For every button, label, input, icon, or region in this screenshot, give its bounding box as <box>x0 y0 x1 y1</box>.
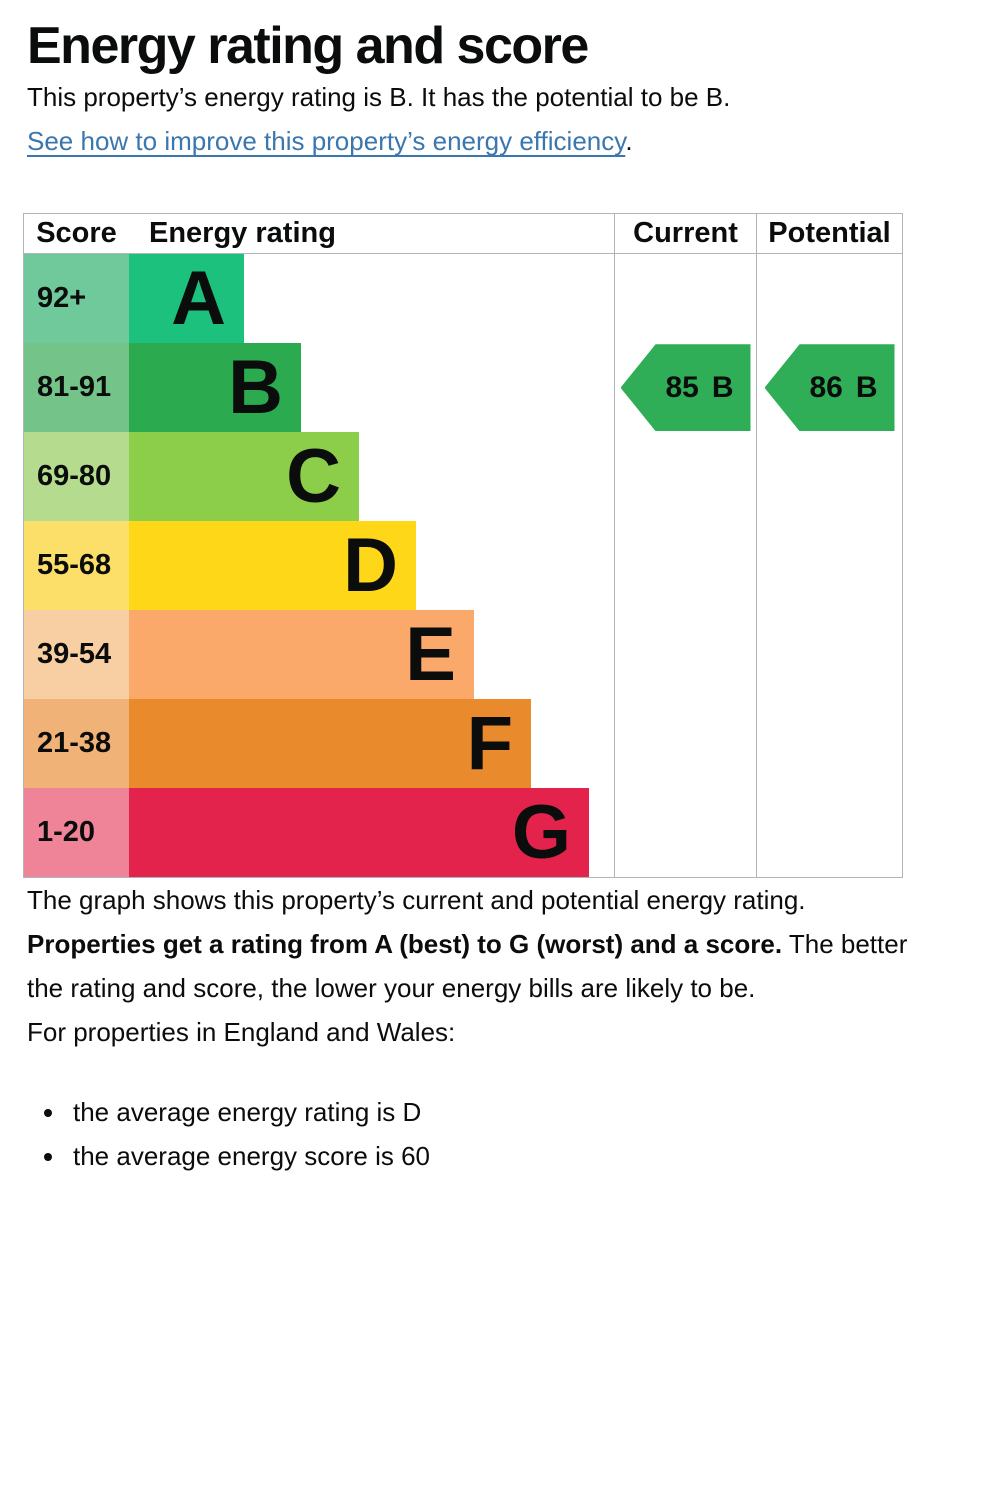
potential-cell-F <box>756 699 902 789</box>
energy-rating-chart: Score Energy rating Current Potential 92… <box>23 213 903 879</box>
potential-score-value: 86 <box>809 370 843 404</box>
page-title: Energy rating and score <box>27 17 589 75</box>
current-cell-F <box>614 699 756 789</box>
rating-cell-D: D <box>129 521 614 611</box>
potential-cell-C <box>756 432 902 522</box>
rating-explanation-rest-2: the rating and score, the lower your ene… <box>27 973 756 1004</box>
band-bar-A: A <box>129 254 244 344</box>
band-bar-F: F <box>129 699 531 789</box>
score-range-C: 69-80 <box>24 432 129 522</box>
score-range-A: 92+ <box>24 254 129 344</box>
potential-cell-A <box>756 254 902 344</box>
band-row-D: 55-68 D <box>24 521 902 611</box>
band-row-C: 69-80 C <box>24 432 902 522</box>
band-row-B: 81-91 B 85 B 86 B <box>24 343 902 433</box>
header-energy-rating: Energy rating <box>149 217 336 250</box>
averages-list: the average energy rating is D the avera… <box>27 1090 973 1178</box>
chart-header-row: Score Energy rating Current Potential <box>24 214 902 255</box>
band-bar-E: E <box>129 610 474 700</box>
band-row-G: 1-20 G <box>24 788 902 878</box>
score-range-D: 55-68 <box>24 521 129 611</box>
intro-text: This property’s energy rating is B. It h… <box>27 82 731 113</box>
rating-cell-G: G <box>129 788 614 878</box>
current-cell-C <box>614 432 756 522</box>
potential-cell-E <box>756 610 902 700</box>
current-cell-D <box>614 521 756 611</box>
band-row-E: 39-54 E <box>24 610 902 700</box>
region-heading: For properties in England and Wales: <box>27 1017 456 1048</box>
potential-cell-B: 86 B <box>756 343 902 433</box>
potential-cell-D <box>756 521 902 611</box>
band-bar-D: D <box>129 521 416 611</box>
chart-body: 92+ A 81-91 B 85 B 86 B 69-80 C 55-68 D 39-54 E 21-38 F… <box>24 254 902 878</box>
link-suffix: . <box>625 126 633 157</box>
potential-rating-letter: B <box>855 370 878 404</box>
graph-caption: The graph shows this property’s current … <box>27 885 806 916</box>
list-item-average-rating: the average energy rating is D <box>67 1090 973 1134</box>
score-range-G: 1-20 <box>24 788 129 878</box>
header-potential: Potential <box>756 214 902 254</box>
rating-cell-F: F <box>129 699 614 789</box>
potential-rating-arrow: 86 B <box>764 344 895 432</box>
score-range-F: 21-38 <box>24 699 129 789</box>
band-bar-C: C <box>129 432 359 522</box>
current-cell-A <box>614 254 756 344</box>
rating-explanation-rest-1: The better <box>788 929 908 960</box>
current-rating-letter: B <box>711 370 734 404</box>
current-cell-B: 85 B <box>614 343 756 433</box>
current-cell-G <box>614 788 756 878</box>
current-cell-E <box>614 610 756 700</box>
band-row-F: 21-38 F <box>24 699 902 789</box>
potential-cell-G <box>756 788 902 878</box>
rating-cell-B: B <box>129 343 614 433</box>
rating-explanation: Properties get a rating from A (best) to… <box>27 922 973 1010</box>
rating-cell-C: C <box>129 432 614 522</box>
header-current: Current <box>614 214 756 254</box>
rating-explanation-bold: Properties get a rating from A (best) to… <box>27 929 783 960</box>
band-bar-B: B <box>129 343 301 433</box>
score-range-B: 81-91 <box>24 343 129 433</box>
rating-cell-E: E <box>129 610 614 700</box>
improve-efficiency-link[interactable]: See how to improve this property’s energ… <box>27 126 626 157</box>
improve-link-row: See how to improve this property’s energ… <box>27 119 973 163</box>
header-score: Score <box>36 217 117 250</box>
current-score-value: 85 <box>665 370 699 404</box>
score-range-E: 39-54 <box>24 610 129 700</box>
band-bar-G: G <box>129 788 589 878</box>
current-rating-arrow: 85 B <box>620 344 751 432</box>
rating-cell-A: A <box>129 254 614 344</box>
list-item-average-score: the average energy score is 60 <box>67 1134 973 1178</box>
band-row-A: 92+ A <box>24 254 902 344</box>
